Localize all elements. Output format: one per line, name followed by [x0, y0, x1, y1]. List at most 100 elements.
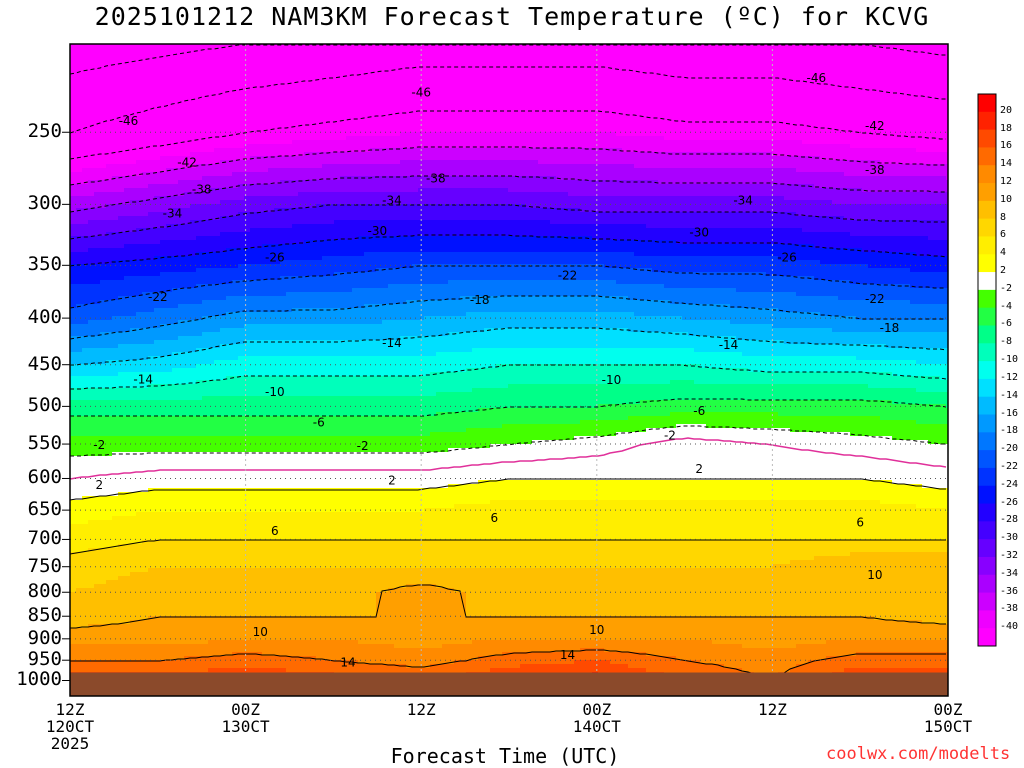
- colorbar-swatch: [978, 130, 996, 148]
- colorbar-label: -22: [1000, 461, 1018, 472]
- colorbar-label: 14: [1000, 158, 1012, 169]
- x-tick-line: 130CT: [206, 718, 286, 735]
- contour-label: -38: [426, 171, 446, 185]
- colorbar-swatch: [978, 254, 996, 272]
- colorbar-label: -28: [1000, 514, 1018, 525]
- contour-label: -10: [602, 373, 622, 387]
- y-tick-label: 1000: [4, 668, 62, 690]
- contour-label: -26: [777, 250, 797, 264]
- colorbar-label: 12: [1000, 176, 1012, 187]
- colorbar-swatch: [978, 557, 996, 575]
- y-tick-label: 800: [4, 580, 62, 602]
- site-credit: coolwx.com/modelts: [826, 744, 1010, 764]
- colorbar-swatch: [978, 397, 996, 415]
- contour-label: -42: [865, 119, 885, 133]
- colorbar-label: 6: [1000, 229, 1006, 240]
- x-tick-label: 12Z 120CT 2025: [30, 701, 110, 752]
- colorbar-swatch: [978, 219, 996, 237]
- contour-label: 14: [560, 648, 575, 662]
- colorbar-label: -20: [1000, 443, 1018, 454]
- contour-label: -38: [192, 183, 212, 197]
- colorbar-label: -26: [1000, 497, 1018, 508]
- x-tick-line: 12Z: [381, 701, 461, 718]
- contour-label: -10: [265, 385, 285, 399]
- x-tick-line: 140CT: [557, 718, 637, 735]
- colorbar-label: -14: [1000, 390, 1018, 401]
- colorbar-label: -2: [1000, 283, 1012, 294]
- x-tick-line: 150CT: [908, 718, 988, 735]
- y-tick-label: 850: [4, 604, 62, 626]
- colorbar-label: -18: [1000, 425, 1018, 436]
- x-tick-line: 12Z: [30, 701, 110, 718]
- colorbar-label: -38: [1000, 603, 1018, 614]
- x-tick-line: 2025: [30, 735, 110, 752]
- colorbar-swatch: [978, 450, 996, 468]
- contour-label: 2: [388, 473, 396, 487]
- contour-label: -22: [865, 292, 885, 306]
- x-tick-label: 00Z 130CT: [206, 701, 286, 752]
- y-tick-label: 350: [4, 253, 62, 275]
- contour-label: -22: [148, 290, 168, 304]
- time-height-chart: -46-46-46-42-42-38-38-38-34-34 -34-30 -30-…: [0, 0, 1024, 768]
- contour-label: -22: [558, 268, 578, 282]
- contour-label: 14: [340, 655, 355, 669]
- contour-label: -46: [806, 71, 826, 85]
- ground-surface: [70, 672, 948, 696]
- contour-label: 10: [253, 625, 268, 639]
- colorbar-swatch: [978, 236, 996, 254]
- colorbar-label: -12: [1000, 372, 1018, 383]
- colorbar-label: -30: [1000, 532, 1018, 543]
- contour-label: -2: [357, 439, 369, 453]
- x-tick-line: 00Z: [557, 701, 637, 718]
- colorbar-label: -34: [1000, 568, 1018, 579]
- contour-label: -42: [177, 156, 197, 170]
- colorbar-swatch: [978, 165, 996, 183]
- contour-label: -14: [382, 336, 402, 350]
- contour-label: -14: [133, 372, 153, 386]
- contour-label: -2: [664, 428, 676, 442]
- colorbar-swatch: [978, 486, 996, 504]
- contour-label: -18: [470, 293, 490, 307]
- colorbar-label: -36: [1000, 586, 1018, 597]
- colorbar-label: 20: [1000, 105, 1012, 116]
- y-tick-label: 750: [4, 555, 62, 577]
- x-tick-line: [206, 735, 286, 752]
- x-tick-label: 12Z: [732, 701, 812, 752]
- x-tick-line: [381, 718, 461, 735]
- contour-label: -6: [693, 404, 705, 418]
- colorbar-label: -24: [1000, 479, 1018, 490]
- colorbar-label: 2: [1000, 265, 1006, 276]
- colorbar-label: -32: [1000, 550, 1018, 561]
- contour-label: -34: [733, 193, 753, 207]
- colorbar-label: 10: [1000, 194, 1012, 205]
- contour-label: -6: [313, 416, 325, 430]
- colorbar-swatch: [978, 147, 996, 165]
- colorbar-swatch: [978, 183, 996, 201]
- contour-label: -34: [382, 193, 402, 207]
- contour-label: -26: [265, 250, 285, 264]
- contour-label: 2: [695, 462, 703, 476]
- contour-label: -14: [719, 338, 739, 352]
- contour-label: 6: [271, 524, 279, 538]
- colorbar-swatch: [978, 539, 996, 557]
- colorbar-label: -8: [1000, 336, 1012, 347]
- y-tick-label: 950: [4, 648, 62, 670]
- colorbar-swatch: [978, 94, 996, 112]
- colorbar-swatch: [978, 468, 996, 486]
- contour-label: -46: [411, 85, 431, 99]
- colorbar-swatch: [978, 343, 996, 361]
- colorbar-swatch: [978, 575, 996, 593]
- colorbar-swatch: [978, 272, 996, 290]
- colorbar-swatch: [978, 628, 996, 646]
- x-tick-line: [732, 735, 812, 752]
- colorbar-swatch: [978, 521, 996, 539]
- contour-label: -18: [880, 321, 900, 335]
- colorbar-label: -16: [1000, 408, 1018, 419]
- x-tick-line: 12Z: [732, 701, 812, 718]
- colorbar-swatch: [978, 112, 996, 130]
- colorbar-swatch: [978, 325, 996, 343]
- contour-label: -46: [119, 114, 139, 128]
- colorbar-swatch: [978, 415, 996, 433]
- colorbar-swatch: [978, 201, 996, 219]
- contour-label: 10: [589, 623, 604, 637]
